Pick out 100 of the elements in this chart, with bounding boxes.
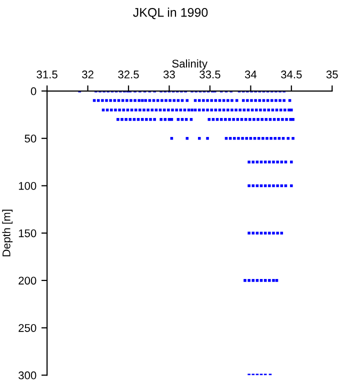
- point: [268, 118, 272, 121]
- point: [254, 99, 257, 102]
- point: [114, 108, 117, 112]
- point: [224, 136, 228, 140]
- y-tick-label: 100: [18, 182, 36, 190]
- point: [167, 108, 170, 112]
- point: [234, 108, 238, 112]
- point: [270, 136, 272, 140]
- point: [226, 99, 230, 102]
- point: [176, 99, 180, 102]
- point: [252, 160, 255, 164]
- point: [272, 232, 275, 234]
- point: [202, 108, 205, 112]
- point: [266, 136, 268, 140]
- point: [241, 136, 244, 140]
- point: [268, 279, 271, 282]
- point: [96, 99, 100, 102]
- point: [260, 160, 263, 164]
- point: [130, 108, 134, 112]
- point: [288, 108, 290, 112]
- point: [210, 99, 213, 102]
- point: [264, 118, 268, 121]
- point: [272, 160, 275, 164]
- point: [254, 108, 258, 112]
- point: [134, 108, 138, 112]
- x-tick-label: 31.5: [36, 70, 58, 78]
- point: [284, 160, 288, 164]
- point: [256, 160, 259, 164]
- x-tick-label: 33: [163, 70, 175, 78]
- point: [235, 99, 238, 102]
- point: [270, 99, 274, 102]
- point: [244, 118, 248, 121]
- point: [242, 99, 245, 102]
- x-tick-label: 32: [82, 70, 94, 78]
- y-tick-label: 50: [24, 134, 36, 143]
- point: [150, 108, 154, 112]
- point: [275, 108, 278, 112]
- point: [260, 279, 263, 282]
- point: [272, 279, 275, 282]
- point: [252, 232, 255, 234]
- point: [101, 99, 104, 102]
- point: [266, 99, 270, 102]
- point: [233, 136, 236, 140]
- point: [144, 99, 147, 102]
- point: [214, 108, 218, 112]
- point: [249, 136, 252, 140]
- point: [272, 118, 276, 121]
- point: [102, 108, 105, 112]
- point: [290, 184, 293, 188]
- point: [160, 99, 164, 102]
- point: [194, 108, 197, 112]
- point: [260, 118, 264, 121]
- point: [290, 160, 293, 164]
- point: [117, 99, 120, 102]
- point: [160, 118, 162, 121]
- point: [275, 279, 278, 282]
- point: [124, 118, 128, 121]
- point: [220, 118, 223, 121]
- point: [272, 184, 275, 188]
- point: [190, 108, 194, 112]
- x-axis-title: Salinity: [172, 59, 208, 70]
- point: [153, 118, 156, 121]
- point: [184, 118, 188, 121]
- point: [282, 136, 285, 140]
- point: [164, 99, 168, 102]
- point: [284, 108, 286, 112]
- point: [250, 99, 253, 102]
- point: [210, 108, 213, 112]
- point: [206, 99, 209, 102]
- point: [186, 99, 189, 102]
- point: [132, 118, 136, 121]
- y-axis-title: Depth [m]: [2, 210, 13, 256]
- point: [154, 108, 158, 112]
- point: [281, 118, 284, 121]
- point: [292, 118, 294, 121]
- point: [274, 99, 278, 102]
- point: [240, 118, 244, 121]
- point: [168, 118, 171, 121]
- point: [280, 184, 284, 188]
- point: [264, 279, 267, 282]
- point: [214, 99, 218, 102]
- point: [264, 160, 267, 164]
- point: [110, 108, 113, 112]
- point: [236, 118, 240, 121]
- point: [250, 108, 254, 112]
- point: [138, 99, 140, 102]
- point: [230, 99, 234, 102]
- point: [198, 99, 201, 102]
- point: [280, 232, 284, 234]
- point: [248, 232, 250, 234]
- point: [280, 160, 284, 164]
- point: [288, 99, 292, 102]
- point: [224, 118, 227, 121]
- point: [156, 99, 160, 102]
- point: [168, 99, 172, 102]
- point: [202, 99, 205, 102]
- point: [134, 99, 136, 102]
- point: [190, 118, 193, 121]
- point: [128, 118, 132, 121]
- point: [109, 99, 112, 102]
